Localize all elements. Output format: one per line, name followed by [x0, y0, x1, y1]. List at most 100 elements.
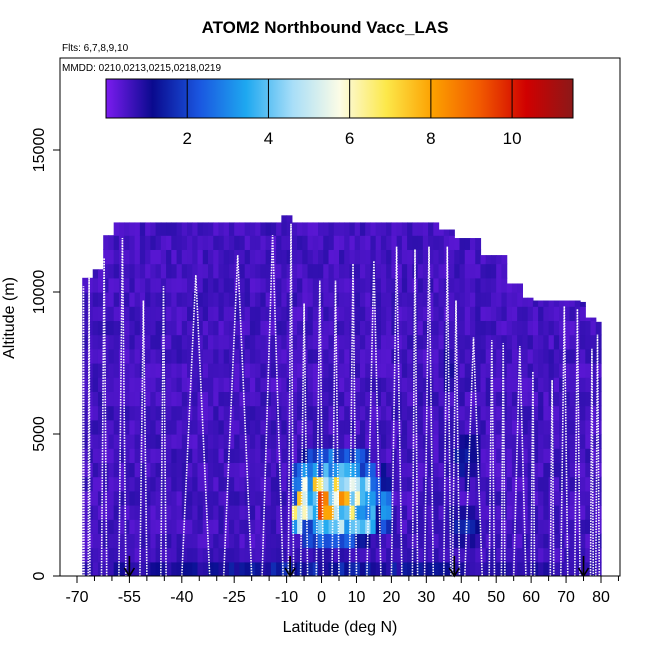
heat-cell: [569, 348, 576, 364]
heat-cell: [401, 490, 408, 506]
heat-cell: [386, 476, 392, 492]
heat-cell: [359, 448, 366, 463]
heat-cell: [422, 405, 429, 421]
heat-cell: [312, 249, 319, 265]
heat-cell: [480, 320, 487, 336]
y-axis-label: Altitude (m): [1, 277, 18, 359]
heat-cell: [166, 462, 172, 478]
heat-cell: [113, 277, 120, 293]
heat-cell: [307, 334, 314, 350]
heat-cell: [82, 277, 89, 293]
heat-cell: [328, 222, 335, 236]
heatmap-layer: [82, 215, 602, 576]
heat-cell: [97, 269, 104, 279]
heat-cell: [92, 448, 99, 463]
heat-cell: [339, 405, 345, 421]
heat-cell: [438, 561, 445, 576]
heat-cell: [134, 292, 141, 307]
heat-cell: [139, 419, 146, 435]
heat-cell: [506, 283, 513, 293]
heat-cell: [103, 277, 110, 293]
heat-cell: [496, 405, 503, 421]
heat-cell: [417, 222, 424, 236]
heat-cell: [344, 306, 351, 321]
heat-cell: [160, 476, 167, 492]
heat-cell: [129, 363, 136, 378]
heat-cell: [344, 533, 351, 549]
heat-cell: [391, 249, 398, 265]
heat-cell: [276, 320, 282, 336]
heat-cell: [517, 419, 523, 435]
heat-cell: [354, 448, 361, 463]
heat-cell: [239, 419, 246, 435]
heat-cell: [260, 306, 267, 321]
heat-cell: [228, 419, 235, 435]
heat-cell: [124, 405, 130, 421]
heat-cell: [464, 519, 471, 534]
heat-cell: [422, 263, 429, 279]
heat-cell: [422, 348, 429, 364]
heat-cell: [166, 249, 172, 265]
heat-cell: [307, 476, 314, 492]
heat-cell: [401, 405, 408, 421]
heat-cell: [470, 434, 476, 449]
heat-cell: [255, 476, 261, 492]
heat-cell: [234, 462, 241, 478]
heat-cell: [407, 334, 413, 350]
heat-cell: [181, 363, 188, 378]
heat-cell: [286, 221, 293, 236]
heat-cell: [580, 505, 586, 520]
heat-cell: [281, 263, 288, 279]
heat-cell: [129, 292, 136, 307]
heat-cell: [527, 306, 534, 321]
heat-cell: [511, 306, 518, 321]
heat-cell: [249, 533, 256, 549]
heat-cell: [344, 320, 351, 336]
heat-cell: [92, 377, 99, 392]
heat-cell: [181, 377, 188, 392]
heat-cell: [339, 249, 345, 265]
heat-cell: [108, 533, 115, 549]
heat-cell: [344, 334, 351, 350]
heat-cell: [265, 391, 272, 407]
colorbar-tick-label: 2: [182, 129, 191, 148]
heat-cell: [412, 462, 419, 478]
heat-cell: [328, 377, 335, 392]
heat-cell: [244, 334, 251, 350]
heat-cell: [522, 547, 529, 563]
heat-cell: [470, 263, 476, 279]
heat-cell: [323, 320, 330, 336]
heat-cell: [485, 334, 492, 350]
heat-cell: [192, 263, 199, 279]
heat-cell: [265, 505, 272, 520]
heat-cell: [255, 561, 261, 576]
heat-cell: [312, 306, 319, 321]
heat-cell: [270, 405, 277, 421]
heat-cell: [339, 320, 345, 336]
heat-cell: [464, 419, 471, 435]
heat-cell: [108, 419, 115, 435]
heat-cell: [213, 292, 220, 307]
heat-cell: [428, 263, 434, 279]
heat-cell: [538, 348, 544, 364]
heat-cell: [260, 462, 267, 478]
heat-cell: [213, 235, 220, 250]
heat-cell: [501, 348, 508, 364]
heat-cell: [307, 519, 314, 534]
heat-cell: [548, 334, 555, 350]
heat-cell: [585, 419, 592, 435]
heat-cell: [470, 320, 476, 336]
heat-cell: [443, 476, 450, 492]
heat-cell: [375, 306, 382, 321]
heat-cell: [511, 320, 518, 336]
heat-cell: [213, 391, 220, 407]
heat-cell: [496, 391, 503, 407]
heat-cell: [506, 334, 513, 350]
heat-cell: [464, 547, 471, 563]
heat-cell: [129, 391, 136, 407]
heat-cell: [249, 505, 256, 520]
heat-cell: [386, 320, 392, 336]
heat-cell: [333, 235, 340, 250]
heat-cell: [218, 476, 225, 492]
heat-cell: [218, 249, 225, 265]
